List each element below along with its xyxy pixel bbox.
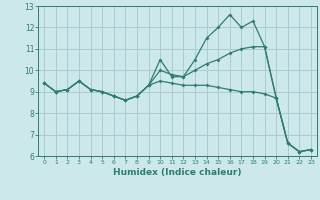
X-axis label: Humidex (Indice chaleur): Humidex (Indice chaleur) bbox=[113, 168, 242, 177]
